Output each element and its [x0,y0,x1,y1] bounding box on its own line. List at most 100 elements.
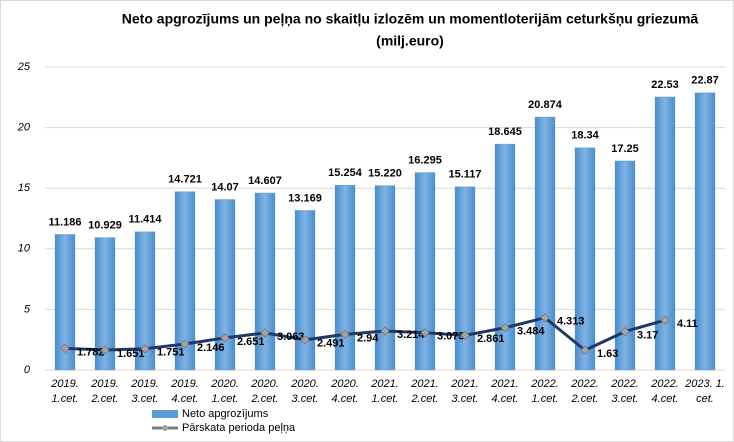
x-tick-label: 2019. [130,378,159,390]
line-marker [260,328,270,338]
data-label: 2.491 [317,338,345,350]
data-label: 2.651 [237,336,265,348]
data-label: 20.874 [528,99,563,111]
data-label: 15.117 [448,169,481,181]
x-tick-label: 4.cet. [652,393,679,405]
data-label: 14.607 [248,175,282,187]
bar [294,210,316,371]
x-tick-label: 3.cet. [132,393,159,405]
data-label: 1.751 [157,347,185,359]
x-tick-label: 3.cet. [292,393,319,405]
x-tick-label: 3.cet. [612,393,639,405]
line-marker [220,333,230,343]
line-marker [660,315,670,325]
data-label: 14.07 [211,181,239,193]
bar [374,185,396,371]
data-label: 11.414 [128,214,162,226]
bar [54,234,76,371]
line-marker [140,344,150,354]
line-marker [620,326,630,337]
y-tick-label: 15 [18,182,31,194]
x-tick-label: cet. [696,393,714,405]
x-tick-label: 2022. [650,378,679,390]
bar [534,116,556,371]
x-tick-label: 3.cet. [452,393,479,405]
bar [134,231,156,371]
bar [254,192,276,371]
line-marker [540,313,550,323]
legend-swatch [162,425,168,431]
line-marker [420,328,430,338]
x-tick-label: 2.cet. [251,393,279,405]
x-tick-label: 4.cet. [332,393,359,405]
x-tick-label: 2020. [290,378,319,390]
y-tick-label: 20 [17,122,31,134]
x-tick-label: 4.cet. [492,393,519,405]
y-tick-label: 10 [18,243,31,255]
data-label: 2.861 [477,333,505,345]
y-tick-label: 25 [17,61,31,73]
bar [574,147,596,371]
x-tick-label: 2023. 1. [684,378,725,390]
data-label: 1.782 [77,346,105,358]
bar [334,184,356,371]
x-tick-label: 2020. [250,378,279,390]
line-marker [340,329,350,340]
bar [654,96,676,371]
legend-label: Neto apgrozījums [182,408,269,420]
data-label: 3.484 [517,326,545,338]
data-label: 17.25 [611,143,639,155]
bar [414,172,436,371]
legend-label: Pārskata perioda peļņa [182,422,296,434]
data-label: 4.313 [557,316,585,328]
x-tick-label: 2.cet. [411,393,439,405]
data-label: 3.214 [397,329,425,341]
data-label: 18.645 [488,126,522,138]
y-tick-label: 5 [24,303,31,315]
data-label: 14.721 [168,173,202,185]
bar [214,199,236,371]
x-tick-label: 2.cet. [571,393,599,405]
data-label: 15.220 [368,167,402,179]
data-label: 3.17 [637,329,658,341]
data-label: 16.295 [408,154,442,166]
data-label: 1.651 [117,348,145,360]
x-tick-label: 2022. [530,378,559,390]
x-tick-label: 1.cet. [532,393,559,405]
line-marker [460,330,470,341]
x-tick-label: 2021. [450,378,479,390]
x-tick-label: 4.cet. [172,393,199,405]
data-label: 3.063 [277,331,305,343]
bar [174,191,196,371]
bar [694,92,716,371]
data-label: 13.169 [288,192,322,204]
bar [494,143,516,371]
data-label: 3.073 [437,331,465,343]
line-marker [180,339,190,349]
data-label: 22.87 [691,75,719,87]
x-tick-label: 2.cet. [91,393,119,405]
x-tick-label: 1.cet. [372,393,399,405]
x-tick-label: 2021. [490,378,519,390]
data-label: 2.146 [197,342,225,354]
chart-title: Neto apgrozījums un peļņa no skaitļu izl… [122,11,699,27]
legend-swatch [152,410,178,418]
line-marker [300,335,310,345]
x-tick-label: 2020. [330,378,359,390]
data-label: 1.63 [597,348,618,360]
x-tick-label: 2021. [410,378,439,390]
x-tick-label: 1.cet. [52,393,79,405]
data-label: 10.929 [88,219,122,231]
x-tick-label: 2019. [170,378,199,390]
x-tick-label: 1.cet. [212,393,239,405]
x-tick-label: 2019. [90,378,119,390]
bar [94,237,116,371]
x-tick-label: 2022. [610,378,639,390]
data-label: 11.186 [48,216,81,228]
bar [614,160,636,371]
x-tick-label: 2022. [570,378,599,390]
x-tick-label: 2021. [370,378,399,390]
line-marker [100,345,110,355]
